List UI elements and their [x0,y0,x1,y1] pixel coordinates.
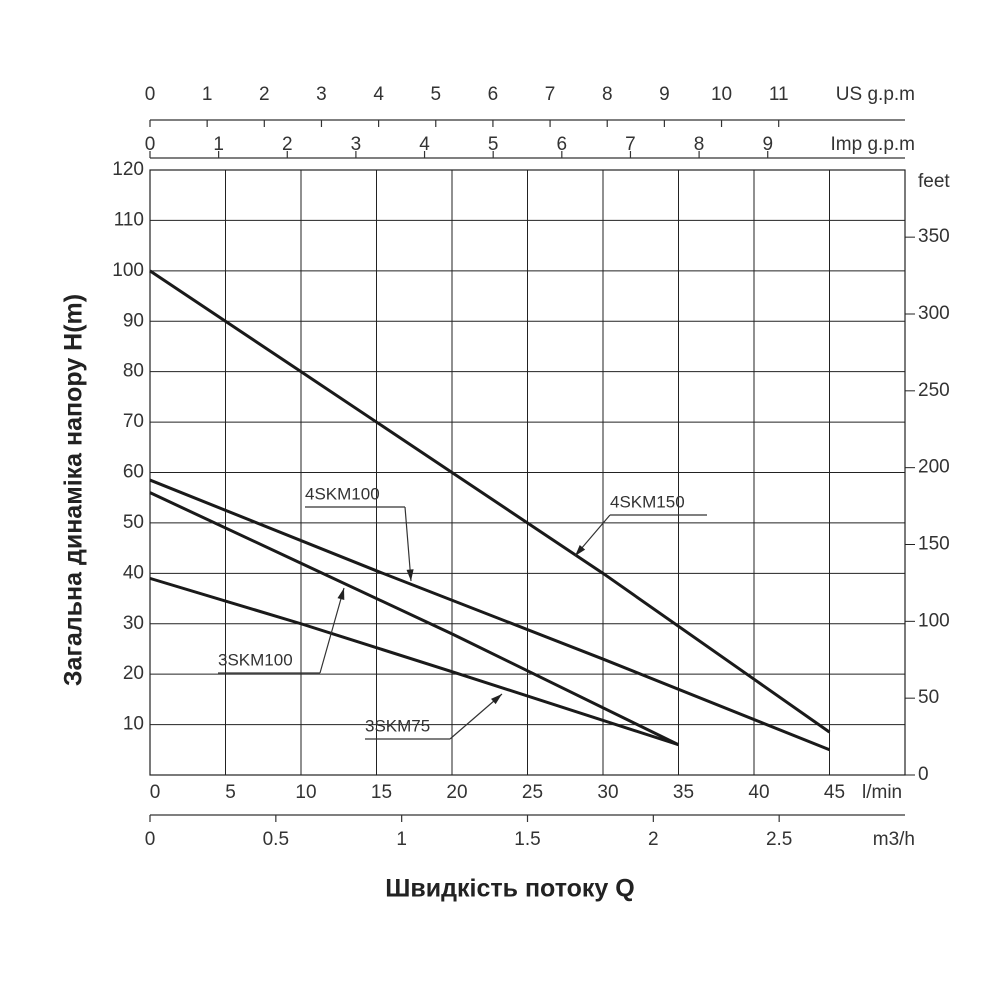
y-axis-title: Загальна динаміка напору H(m) [60,294,88,686]
y2-tick-label: 50 [918,687,939,708]
secondary-tick-label: 9 [762,134,773,155]
x-tick-label: 15 [371,782,392,803]
y-tick-label: 30 [123,613,144,634]
secondary-tick-label: 2 [282,134,293,155]
secondary-tick-label: 2 [648,829,659,850]
secondary-axis-label: US g.p.m [836,84,915,105]
x-tick-label: 20 [446,782,467,803]
x-tick-label: 35 [673,782,694,803]
secondary-tick-label: 0.5 [263,829,289,850]
y2-tick-label: 0 [918,764,929,785]
y-tick-label: 120 [112,159,144,180]
y-tick-label: 100 [112,260,144,281]
y2-unit-label: feet [918,171,950,192]
secondary-tick-label: 2.5 [766,829,792,850]
secondary-tick-label: 6 [557,134,568,155]
secondary-tick-label: 6 [488,84,499,105]
y-tick-label: 80 [123,361,144,382]
series-label: 3SKM100 [218,650,293,669]
secondary-tick-label: 1 [396,829,407,850]
secondary-tick-label: 7 [545,84,556,105]
y2-tick-label: 150 [918,534,950,555]
x-tick-label: 10 [295,782,316,803]
secondary-tick-label: 1 [202,84,213,105]
y-tick-label: 70 [123,411,144,432]
y2-tick-label: 200 [918,457,950,478]
x-tick-label: 45 [824,782,845,803]
secondary-tick-label: 0 [145,829,156,850]
leader-arrow [337,588,345,600]
leader-arrow [406,569,414,581]
y-tick-label: 10 [123,714,144,735]
y2-tick-label: 350 [918,226,950,247]
series-line [149,269,831,734]
series-line [149,491,680,747]
series-label: 4SKM100 [305,484,380,503]
series-label: 4SKM150 [610,492,685,511]
secondary-tick-label: 10 [711,84,732,105]
secondary-tick-label: 7 [625,134,636,155]
secondary-tick-label: 5 [430,84,441,105]
y-tick-label: 20 [123,663,144,684]
y-tick-label: 90 [123,310,144,331]
secondary-tick-label: 0 [145,134,156,155]
x-tick-label: 0 [150,782,161,803]
secondary-tick-label: 4 [419,134,430,155]
secondary-tick-label: 11 [769,84,789,105]
y2-tick-label: 250 [918,380,950,401]
y-tick-label: 60 [123,462,144,483]
secondary-tick-label: 4 [373,84,384,105]
secondary-tick-label: 0 [145,84,156,105]
secondary-axis-label: m3/h [873,829,915,850]
series-line [149,576,679,747]
secondary-tick-label: 5 [488,134,499,155]
secondary-tick-label: 1.5 [514,829,540,850]
x-tick-label: 5 [225,782,236,803]
series-label: 3SKM75 [365,716,430,735]
y-tick-label: 50 [123,512,144,533]
secondary-tick-label: 3 [351,134,362,155]
secondary-tick-label: 9 [659,84,670,105]
y-tick-label: 40 [123,562,144,583]
leader-line [305,506,412,582]
secondary-tick-label: 1 [213,134,224,155]
secondary-tick-label: 3 [316,84,327,105]
leader-arrow [491,694,502,705]
x-tick-label: 30 [597,782,618,803]
y-tick-label: 110 [114,209,144,230]
leader-line [218,587,345,674]
secondary-tick-label: 8 [602,84,613,105]
series-line [149,478,831,752]
y2-tick-label: 100 [918,610,950,631]
leader-line [574,514,707,557]
x-axis-title: Швидкість потоку Q [385,875,634,903]
x-tick-label: 25 [522,782,543,803]
x-tick-label: 40 [748,782,769,803]
y2-tick-label: 300 [918,303,950,324]
x-unit-label: l/min [862,782,902,803]
secondary-axis-label: Imp g.p.m [831,134,915,155]
leader-arrow [575,544,586,556]
secondary-tick-label: 2 [259,84,270,105]
secondary-tick-label: 8 [694,134,705,155]
